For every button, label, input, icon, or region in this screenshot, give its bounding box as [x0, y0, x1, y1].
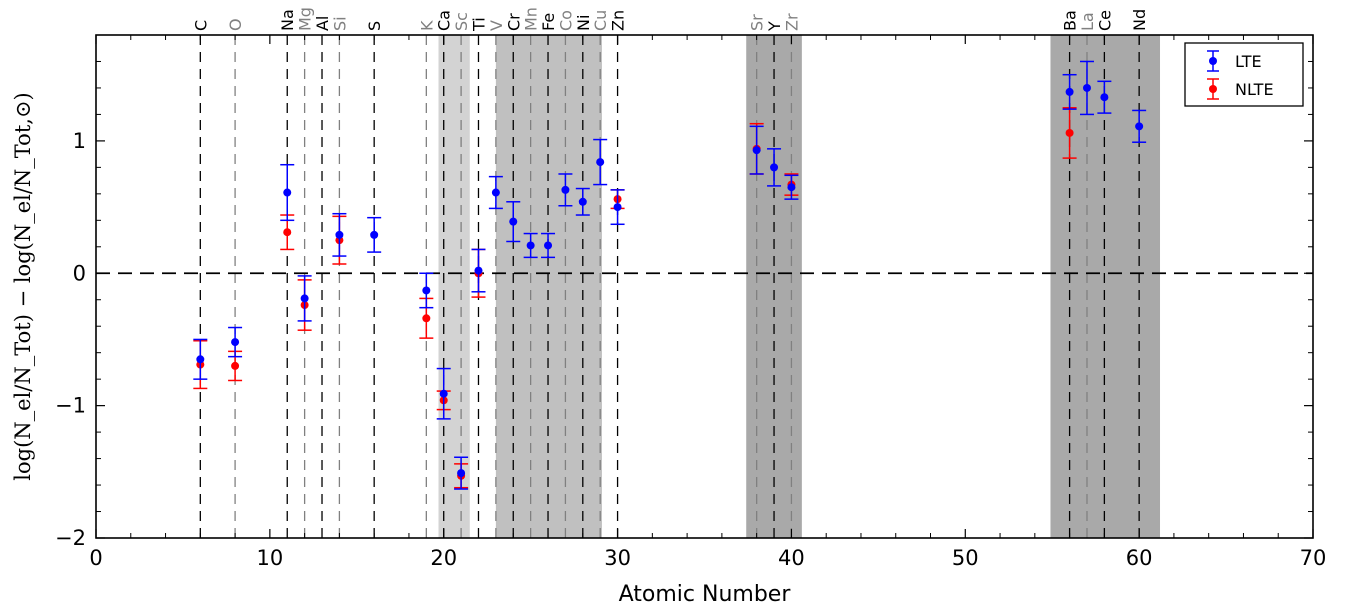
element-label-cu: Cu [591, 10, 610, 31]
legend: LTE NLTE [1184, 42, 1304, 107]
element-label-zr: Zr [782, 13, 801, 31]
x-tick-label: 20 [430, 546, 457, 570]
lte-point [770, 163, 779, 172]
plot-frame [95, 34, 1314, 539]
nlte-point [231, 361, 240, 370]
element-label-ca: Ca [435, 10, 454, 31]
shaded-band-3 [746, 35, 802, 538]
element-label-fe: Fe [539, 13, 558, 31]
lte-point [1082, 83, 1091, 92]
element-label-mg: Mg [296, 7, 315, 31]
data-series [193, 60, 1147, 490]
lte-point [544, 241, 553, 250]
lte-point [457, 469, 466, 478]
x-tick-label: 0 [89, 546, 102, 570]
lte-point [422, 286, 431, 295]
lte-point [283, 188, 292, 197]
y-axis-title: log(N_el/N_Tot) − log(N_el/N_Tot,⊙) [11, 92, 35, 480]
lte-point [613, 203, 622, 212]
lte-point [509, 217, 518, 226]
element-label-ti: Ti [469, 17, 488, 32]
element-label-ba: Ba [1061, 10, 1080, 31]
element-label-sc: Sc [452, 12, 471, 31]
nlte-point [283, 228, 292, 237]
legend-lte-label: LTE [1235, 52, 1262, 71]
element-label-la: La [1078, 12, 1097, 31]
element-label-k: K [417, 20, 436, 31]
lte-point [474, 266, 483, 275]
shaded-bands [438, 35, 1161, 538]
element-label-v: V [487, 20, 506, 31]
lte-point [196, 355, 205, 364]
legend-nlte-label: NLTE [1235, 80, 1274, 99]
lte-point [526, 241, 535, 250]
element-label-nd: Nd [1130, 9, 1149, 31]
lte-point [231, 338, 240, 347]
element-label-mn: Mn [522, 7, 541, 31]
lte-point [1065, 87, 1074, 96]
y-tick-label: −2 [55, 526, 86, 550]
lte-point [439, 389, 448, 398]
nlte-point [1065, 128, 1074, 137]
lte-point [561, 185, 570, 194]
shaded-band-2 [495, 35, 602, 538]
element-label-sr: Sr [748, 14, 767, 31]
y-tick-label: 1 [73, 129, 86, 153]
shaded-band-4 [1050, 35, 1161, 538]
shaded-band-1 [438, 35, 470, 538]
x-tick-label: 70 [1300, 546, 1327, 570]
element-label-si: Si [330, 16, 349, 31]
x-axis-title: Atomic Number [619, 582, 792, 607]
axis-ticks: 0 10 20 30 40 50 60 70 −2 −1 0 1 [55, 34, 1327, 570]
element-label-s: S [365, 21, 384, 31]
lte-point [370, 230, 379, 239]
element-label-c: C [191, 20, 210, 31]
lte-point [752, 146, 761, 155]
element-label-na: Na [278, 9, 297, 31]
legend-box [1184, 42, 1304, 107]
x-tick-label: 30 [604, 546, 631, 570]
x-tick-label: 10 [256, 546, 283, 570]
nlte-point [422, 314, 431, 323]
lte-point [1100, 93, 1109, 102]
element-label-ni: Ni [574, 15, 593, 31]
element-label-zn: Zn [609, 10, 628, 31]
lte-point [1135, 122, 1144, 131]
lte-point [787, 183, 796, 192]
lte-point [300, 294, 309, 303]
element-label-y: Y [765, 21, 784, 32]
legend-nlte-marker [1209, 85, 1217, 93]
x-tick-label: 50 [952, 546, 979, 570]
element-guide-lines [199, 35, 1140, 538]
lte-point [578, 197, 587, 206]
x-tick-label: 40 [778, 546, 805, 570]
lte-point [596, 158, 605, 167]
x-tick-label: 60 [1126, 546, 1153, 570]
series-nlte [193, 107, 1077, 489]
y-tick-label: −1 [55, 394, 86, 418]
y-tick-label: 0 [73, 261, 86, 285]
element-label-co: Co [556, 10, 575, 31]
element-label-al: Al [313, 16, 332, 31]
lte-point [491, 188, 500, 197]
element-label-o: O [226, 18, 245, 31]
lte-point [335, 230, 344, 239]
series-lte [193, 60, 1147, 490]
element-label-cr: Cr [504, 13, 523, 31]
element-label-ce: Ce [1095, 10, 1114, 31]
legend-lte-marker [1209, 57, 1217, 65]
